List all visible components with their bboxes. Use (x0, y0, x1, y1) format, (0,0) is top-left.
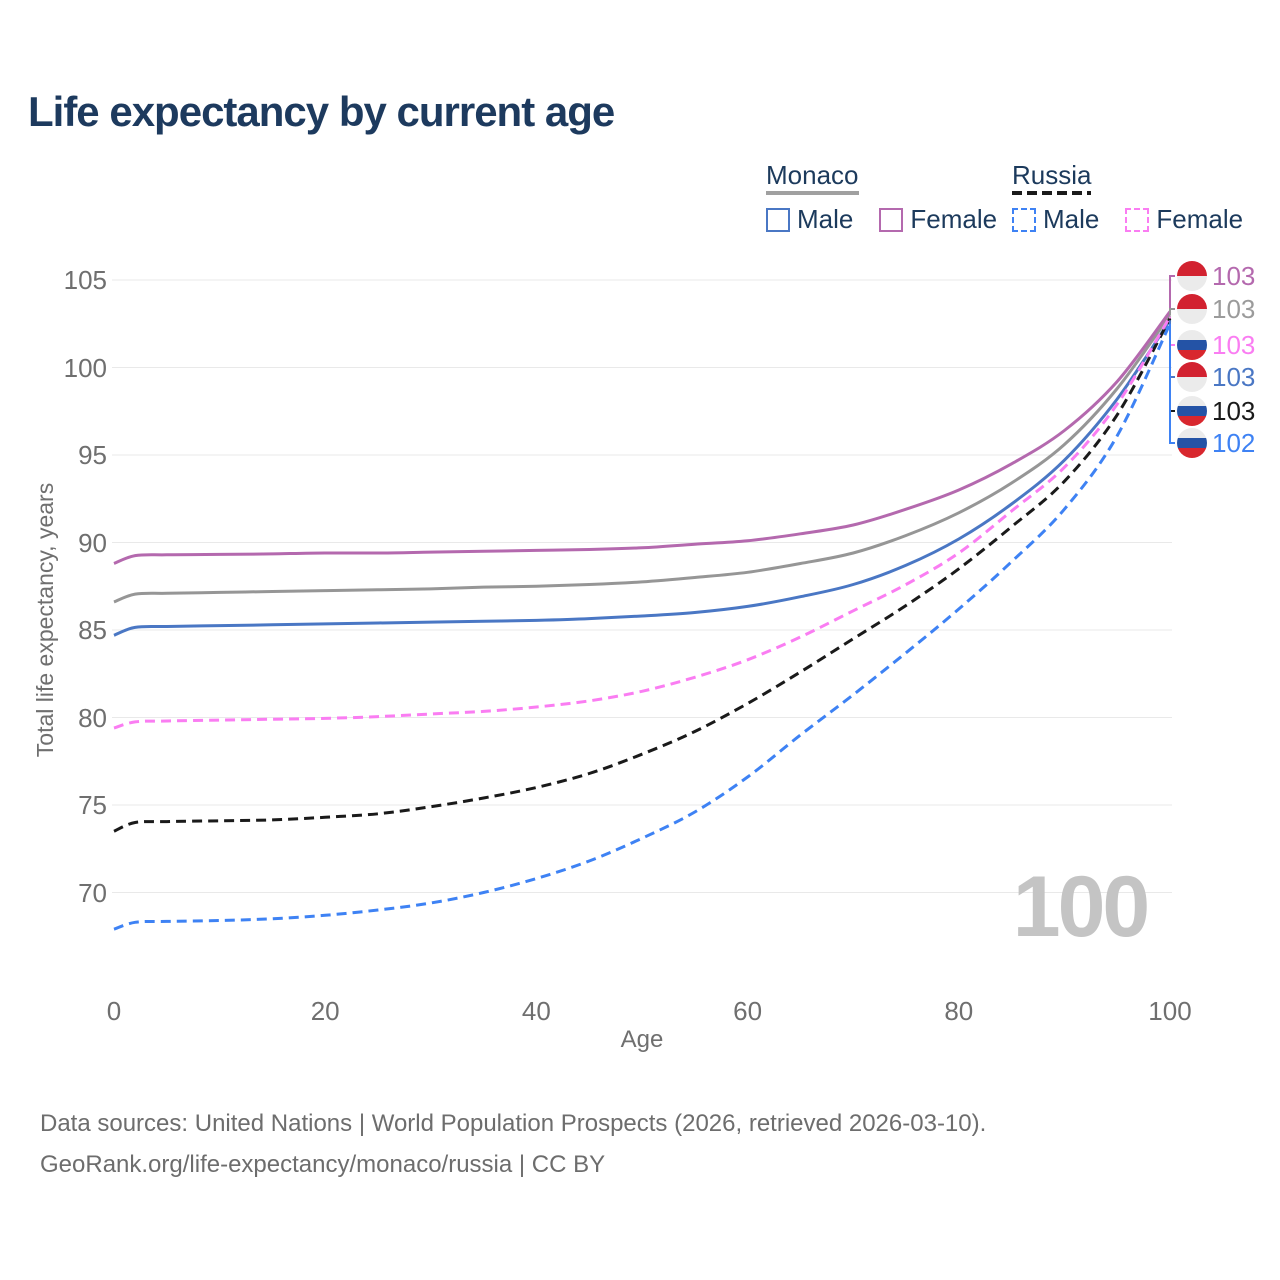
series-lines (113, 310, 1172, 931)
legend-item-label-monaco-male: Male (797, 204, 854, 234)
legend-item-monaco-female[interactable]: Female (879, 204, 997, 235)
leader-lines (1169, 275, 1175, 444)
series-line-monaco-all[interactable] (113, 314, 1172, 604)
legend-linestyle-solid-swatch (766, 191, 859, 195)
y-tick-label-85: 85 (78, 615, 107, 645)
x-axis-title: Age (620, 1026, 664, 1053)
legend-country-label-monaco: Monaco (766, 160, 859, 190)
leader-line-russia-male (1169, 323, 1175, 444)
russia-flag-icon (1177, 428, 1207, 458)
x-tick-label-60: 60 (733, 996, 763, 1026)
legend-item-label-russia-female: Female (1156, 204, 1244, 234)
monaco-flag-icon (1177, 261, 1207, 291)
y-tick-label-75: 75 (78, 790, 107, 820)
y-tick-label-105: 105 (63, 265, 107, 295)
legend-country-label-russia: Russia (1012, 160, 1092, 190)
y-tick-label-95: 95 (78, 440, 107, 470)
series-line-monaco-female[interactable] (113, 310, 1172, 565)
legend-checkbox-monaco-female[interactable] (879, 207, 904, 232)
x-tick-label-40: 40 (521, 996, 551, 1026)
end-value-label-russia-all: 103 (1212, 396, 1255, 426)
series-line-monaco-male[interactable] (113, 319, 1172, 637)
monaco-flag-icon (1177, 362, 1207, 392)
y-axis-title: Total life expectancy, years (32, 482, 58, 758)
end-value-label-monaco-male: 103 (1212, 362, 1255, 392)
footer-data-sources: Data sources: United Nations | World Pop… (40, 1110, 987, 1137)
legend-item-monaco-male[interactable]: Male (766, 204, 853, 235)
x-tick-label-100: 100 (1148, 996, 1192, 1026)
series-line-russia-male[interactable] (113, 323, 1172, 931)
x-tick-label-0: 0 (106, 996, 122, 1026)
gridlines (112, 279, 1172, 893)
page-title: Life expectancy by current age (28, 88, 615, 135)
legend-item-label-russia-male: Male (1043, 204, 1100, 234)
y-tick-label-90: 90 (78, 527, 107, 558)
y-tick-label-70: 70 (78, 877, 107, 908)
legend-item-russia-female[interactable]: Female (1125, 204, 1243, 235)
leader-line-monaco-female (1169, 275, 1175, 312)
series-line-russia-female[interactable] (113, 315, 1172, 730)
end-value-label-monaco-female: 103 (1212, 261, 1255, 291)
end-value-label-russia-female: 103 (1212, 330, 1255, 360)
legend-linestyle-dashed-swatch (1012, 191, 1092, 195)
legend-checkbox-monaco-male[interactable] (766, 207, 790, 232)
legend-item-russia-male[interactable]: Male (1012, 204, 1099, 235)
series-line-russia-all[interactable] (113, 317, 1172, 833)
end-value-label-russia-male: 102 (1212, 428, 1255, 458)
x-tick-label-80: 80 (944, 996, 974, 1026)
legend-checkbox-russia-female[interactable] (1125, 207, 1150, 232)
russia-flag-icon (1177, 396, 1207, 426)
y-tick-label-80: 80 (78, 702, 107, 733)
x-tick-label-20: 20 (310, 996, 340, 1026)
footer-attribution: GeoRank.org/life-expectancy/monaco/russi… (40, 1151, 606, 1178)
legend-group-russia: Russia Male Female (1012, 160, 1243, 235)
leader-line-monaco-all (1169, 308, 1175, 315)
y-tick-label-100: 100 (63, 352, 107, 383)
legend-item-label-monaco-female: Female (910, 204, 998, 234)
current-age-watermark: 100 (1012, 859, 1151, 955)
monaco-flag-icon (1177, 294, 1207, 324)
end-value-label-monaco-all: 103 (1212, 294, 1255, 324)
legend-checkbox-russia-male[interactable] (1012, 207, 1036, 232)
legend-group-monaco: Monaco Male Female (766, 160, 997, 235)
russia-flag-icon (1177, 330, 1207, 360)
